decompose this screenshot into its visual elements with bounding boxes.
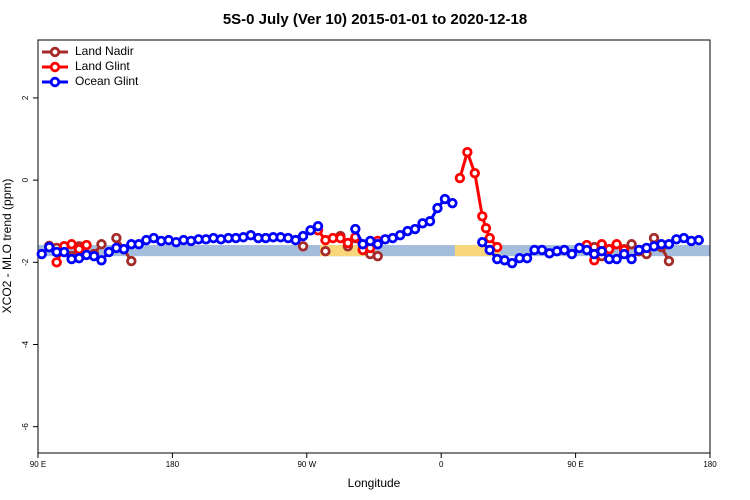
point: [439, 193, 451, 205]
x-tick-label: 90 E: [30, 460, 46, 469]
point: [335, 232, 346, 244]
point: [506, 257, 518, 269]
point: [96, 239, 107, 250]
point: [81, 239, 92, 251]
point: [648, 232, 660, 244]
point: [477, 236, 488, 248]
point: [409, 223, 421, 235]
point: [480, 223, 492, 234]
point: [111, 232, 122, 244]
point: [305, 225, 316, 236]
point: [454, 172, 466, 184]
point: [133, 239, 144, 250]
y-tick-label: 0: [21, 177, 30, 182]
legend-marker: [49, 76, 61, 88]
point: [663, 239, 675, 250]
point: [611, 253, 622, 265]
x-tick-label: 0: [439, 460, 444, 469]
point: [477, 211, 488, 222]
x-tick-label: 90 W: [297, 460, 316, 469]
chart-title: 5S-0 July (Ver 10) 2015-01-01 to 2020-12…: [223, 11, 527, 28]
y-axis-label: XCO2 - MLO trend (ppm): [0, 179, 14, 314]
point: [88, 250, 100, 262]
y-tick-label: -4: [21, 340, 30, 348]
point: [432, 202, 443, 214]
y-tick-label: -2: [21, 258, 30, 266]
point: [663, 255, 675, 267]
point: [394, 229, 406, 241]
point: [596, 246, 607, 257]
point: [297, 230, 309, 242]
x-tick-label: 180: [703, 460, 717, 469]
point: [126, 255, 137, 267]
point: [581, 244, 592, 256]
legend-label: Land Nadir: [75, 44, 134, 58]
point: [484, 244, 495, 256]
point: [447, 197, 458, 209]
point: [424, 216, 436, 227]
point: [73, 243, 85, 255]
point: [44, 241, 55, 253]
point: [372, 239, 383, 250]
point: [462, 146, 473, 158]
point: [469, 167, 480, 179]
point: [51, 257, 62, 268]
point: [320, 246, 331, 257]
x-tick-label: 90 E: [567, 460, 583, 469]
legend-marker: [49, 61, 61, 73]
y-tick-label: 2: [21, 95, 30, 100]
legend-label: Land Glint: [75, 59, 130, 73]
point: [103, 246, 115, 258]
point: [618, 248, 630, 260]
point: [297, 241, 309, 252]
x-axis-label: Longitude: [348, 476, 401, 490]
point: [626, 253, 637, 265]
point: [372, 250, 383, 262]
point: [350, 223, 361, 235]
point: [611, 239, 622, 250]
point: [290, 234, 301, 246]
point: [559, 244, 570, 256]
point: [96, 255, 107, 266]
legend-marker: [49, 46, 61, 58]
point: [312, 220, 324, 232]
point: [36, 248, 47, 260]
point: [484, 232, 495, 244]
point: [626, 239, 637, 250]
band: [454, 245, 501, 257]
point: [693, 234, 704, 246]
y-tick-label: -6: [21, 423, 30, 431]
legend-label: Ocean Glint: [75, 74, 139, 88]
plot-frame: [37, 39, 711, 454]
point: [66, 239, 77, 250]
point: [521, 253, 533, 264]
point: [342, 237, 354, 249]
point: [58, 246, 70, 258]
point: [118, 243, 130, 255]
x-tick-label: 180: [166, 460, 180, 469]
point: [566, 248, 578, 260]
